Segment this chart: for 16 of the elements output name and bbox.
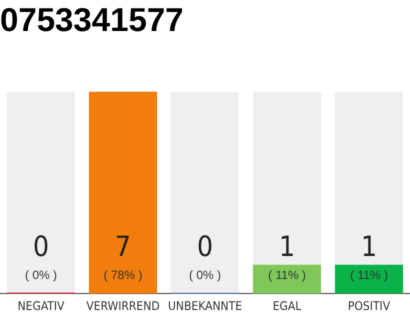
x-tick-label: EGAL (272, 298, 302, 313)
chart-title: 0753341577 (0, 0, 184, 38)
x-tick-label: VERWIRREND (86, 298, 160, 313)
data-label: 1 (278, 230, 296, 263)
annotation: ( 11% ) (350, 268, 388, 282)
data-label: 0 (196, 230, 214, 263)
x-tick-label: POSITIV (348, 298, 391, 313)
x-tick-label: NEGATIV (18, 298, 66, 313)
data-label: 0 (32, 230, 50, 263)
annotation: ( 0% ) (188, 268, 222, 282)
x-tick-label: UNBEKANNTE (168, 298, 242, 313)
annotation: ( 11% ) (268, 268, 306, 282)
annotation: ( 78% ) (104, 268, 142, 282)
data-label: 7 (114, 230, 132, 263)
annotation: ( 0% ) (24, 268, 58, 282)
data-label: 1 (360, 230, 378, 263)
